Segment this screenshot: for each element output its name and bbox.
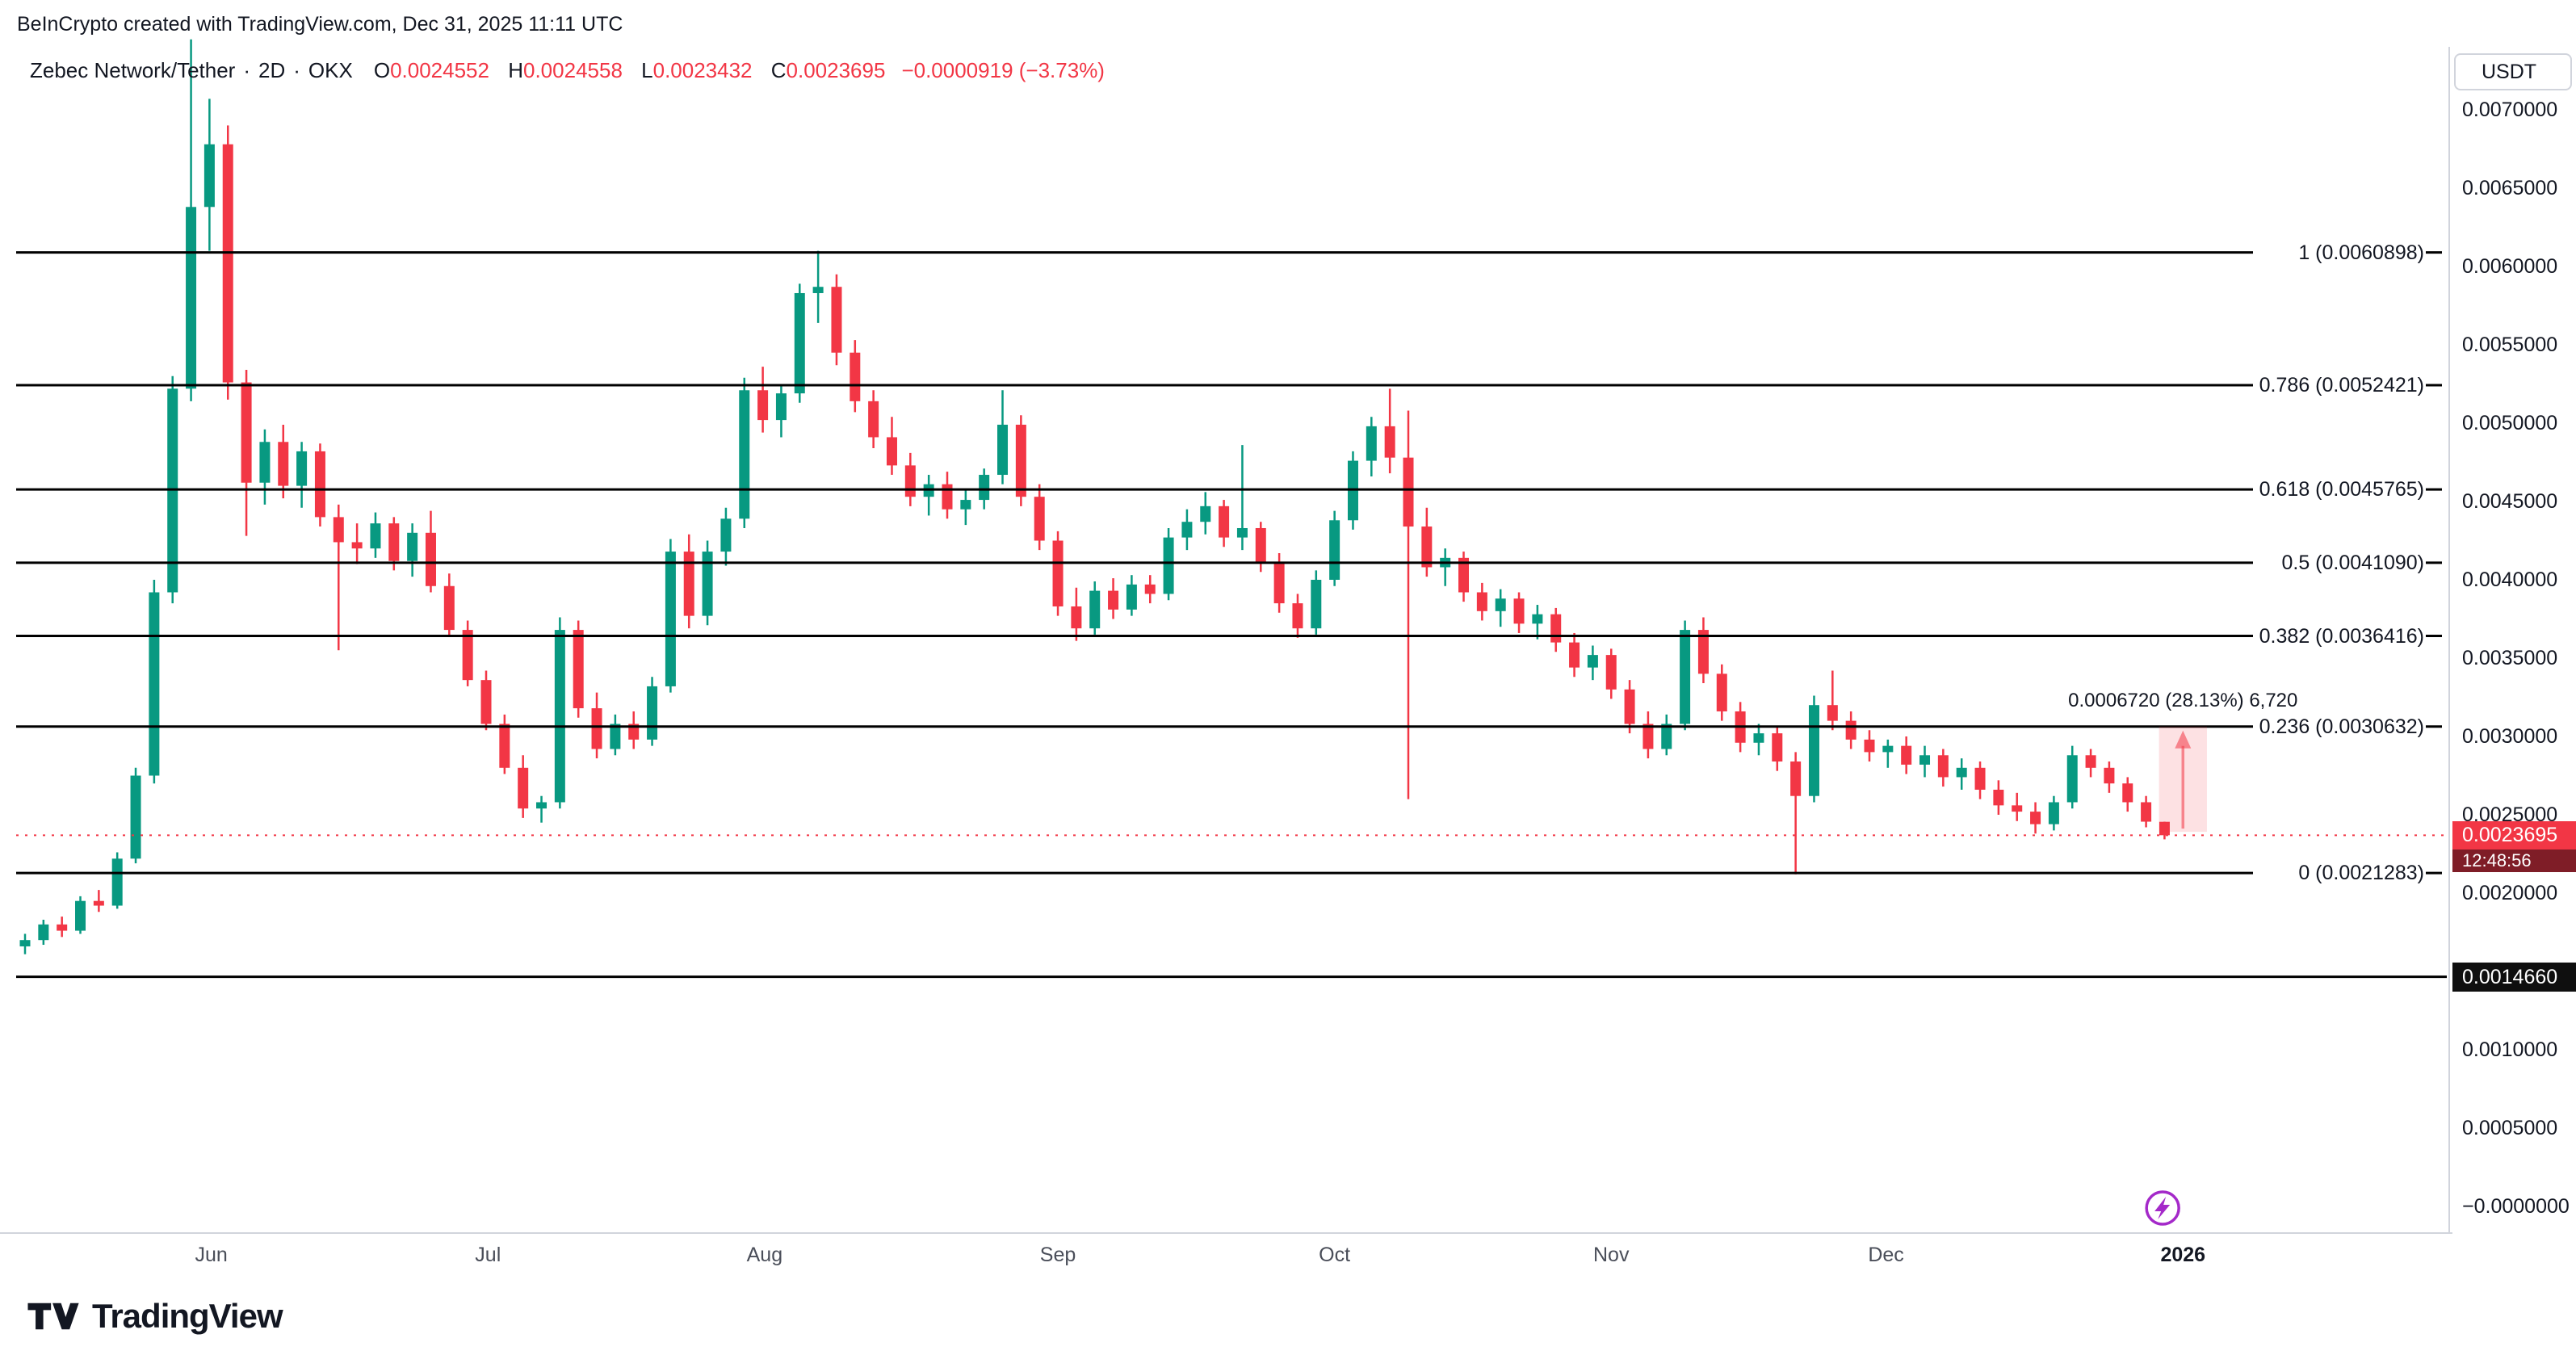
legend-separator: · [243, 58, 250, 82]
interval-label[interactable]: 2D [258, 58, 286, 82]
ohlc-value-close: 0.0023695 [786, 58, 886, 82]
current-price-value: 0.0023695 [2452, 821, 2576, 850]
symbol-name[interactable]: Zebec Network/Tether [30, 58, 236, 82]
flash-event-icon[interactable] [2145, 1190, 2180, 1226]
bar-countdown: 12:48:56 [2452, 849, 2576, 873]
ohlc-key-open: O [373, 58, 391, 82]
ohlc-value-high: 0.0024558 [523, 58, 623, 82]
price-tick-label: 0.0020000 [2462, 882, 2558, 904]
ohlc-value-open: 0.0024552 [390, 58, 489, 82]
price-tick-label: 0.0060000 [2462, 255, 2558, 278]
fib-retracement-drawing[interactable] [16, 251, 2442, 875]
price-tick-label: 0.0055000 [2462, 334, 2558, 356]
price-tick-label: −0.0000000 [2462, 1195, 2570, 1218]
tradingview-logo-icon [27, 1303, 79, 1330]
price-tick-label: 0.0070000 [2462, 99, 2558, 121]
ohlc-value-low: 0.0023432 [652, 58, 753, 82]
price-axis[interactable]: USDT 0.0070000 0.0065000 0.0060000 0.005500… [2452, 0, 2576, 1355]
price-tick-label: 0.0030000 [2462, 725, 2558, 748]
tradingview-logo-text: TradingView [92, 1297, 283, 1335]
price-tick-label: 0.0040000 [2462, 568, 2558, 591]
ohlc-key-close: C [770, 58, 787, 82]
price-tick-label: 0.0065000 [2462, 177, 2558, 199]
attribution-text: BeInCrypto created with TradingView.com,… [17, 13, 623, 36]
legend-separator: · [293, 58, 300, 82]
ohlc-key-low: L [641, 58, 653, 82]
price-tick-label: 0.0005000 [2462, 1117, 2558, 1139]
tradingview-logo[interactable]: TradingView [27, 1297, 283, 1336]
candles-series[interactable] [19, 39, 2170, 954]
price-tick-label: 0.0050000 [2462, 412, 2558, 434]
price-range-drawing[interactable] [2159, 726, 2207, 833]
price-tick-label: 0.0045000 [2462, 490, 2558, 513]
exchange-label[interactable]: OKX [308, 58, 353, 82]
level-price-label: 0.0014660 [2452, 962, 2576, 992]
ohlc-key-high: H [508, 58, 523, 82]
price-tick-label: 0.0010000 [2462, 1038, 2558, 1061]
ohlc-readout: O0.0024552 H0.0024558 L0.0023432 C0.0023… [374, 58, 899, 83]
current-price-label: 0.0023695 12:48:56 [2452, 821, 2576, 873]
currency-button[interactable]: USDT [2454, 53, 2572, 90]
price-tick-label: 0.0035000 [2462, 647, 2558, 669]
change-readout: −0.0000919 (−3.73%) [901, 58, 1105, 82]
measurement-label: 0.0006720 (28.13%) 6,720 [2068, 689, 2298, 711]
chart-legend[interactable]: Zebec Network/Tether · 2D · OKX O0.00245… [30, 58, 1105, 83]
